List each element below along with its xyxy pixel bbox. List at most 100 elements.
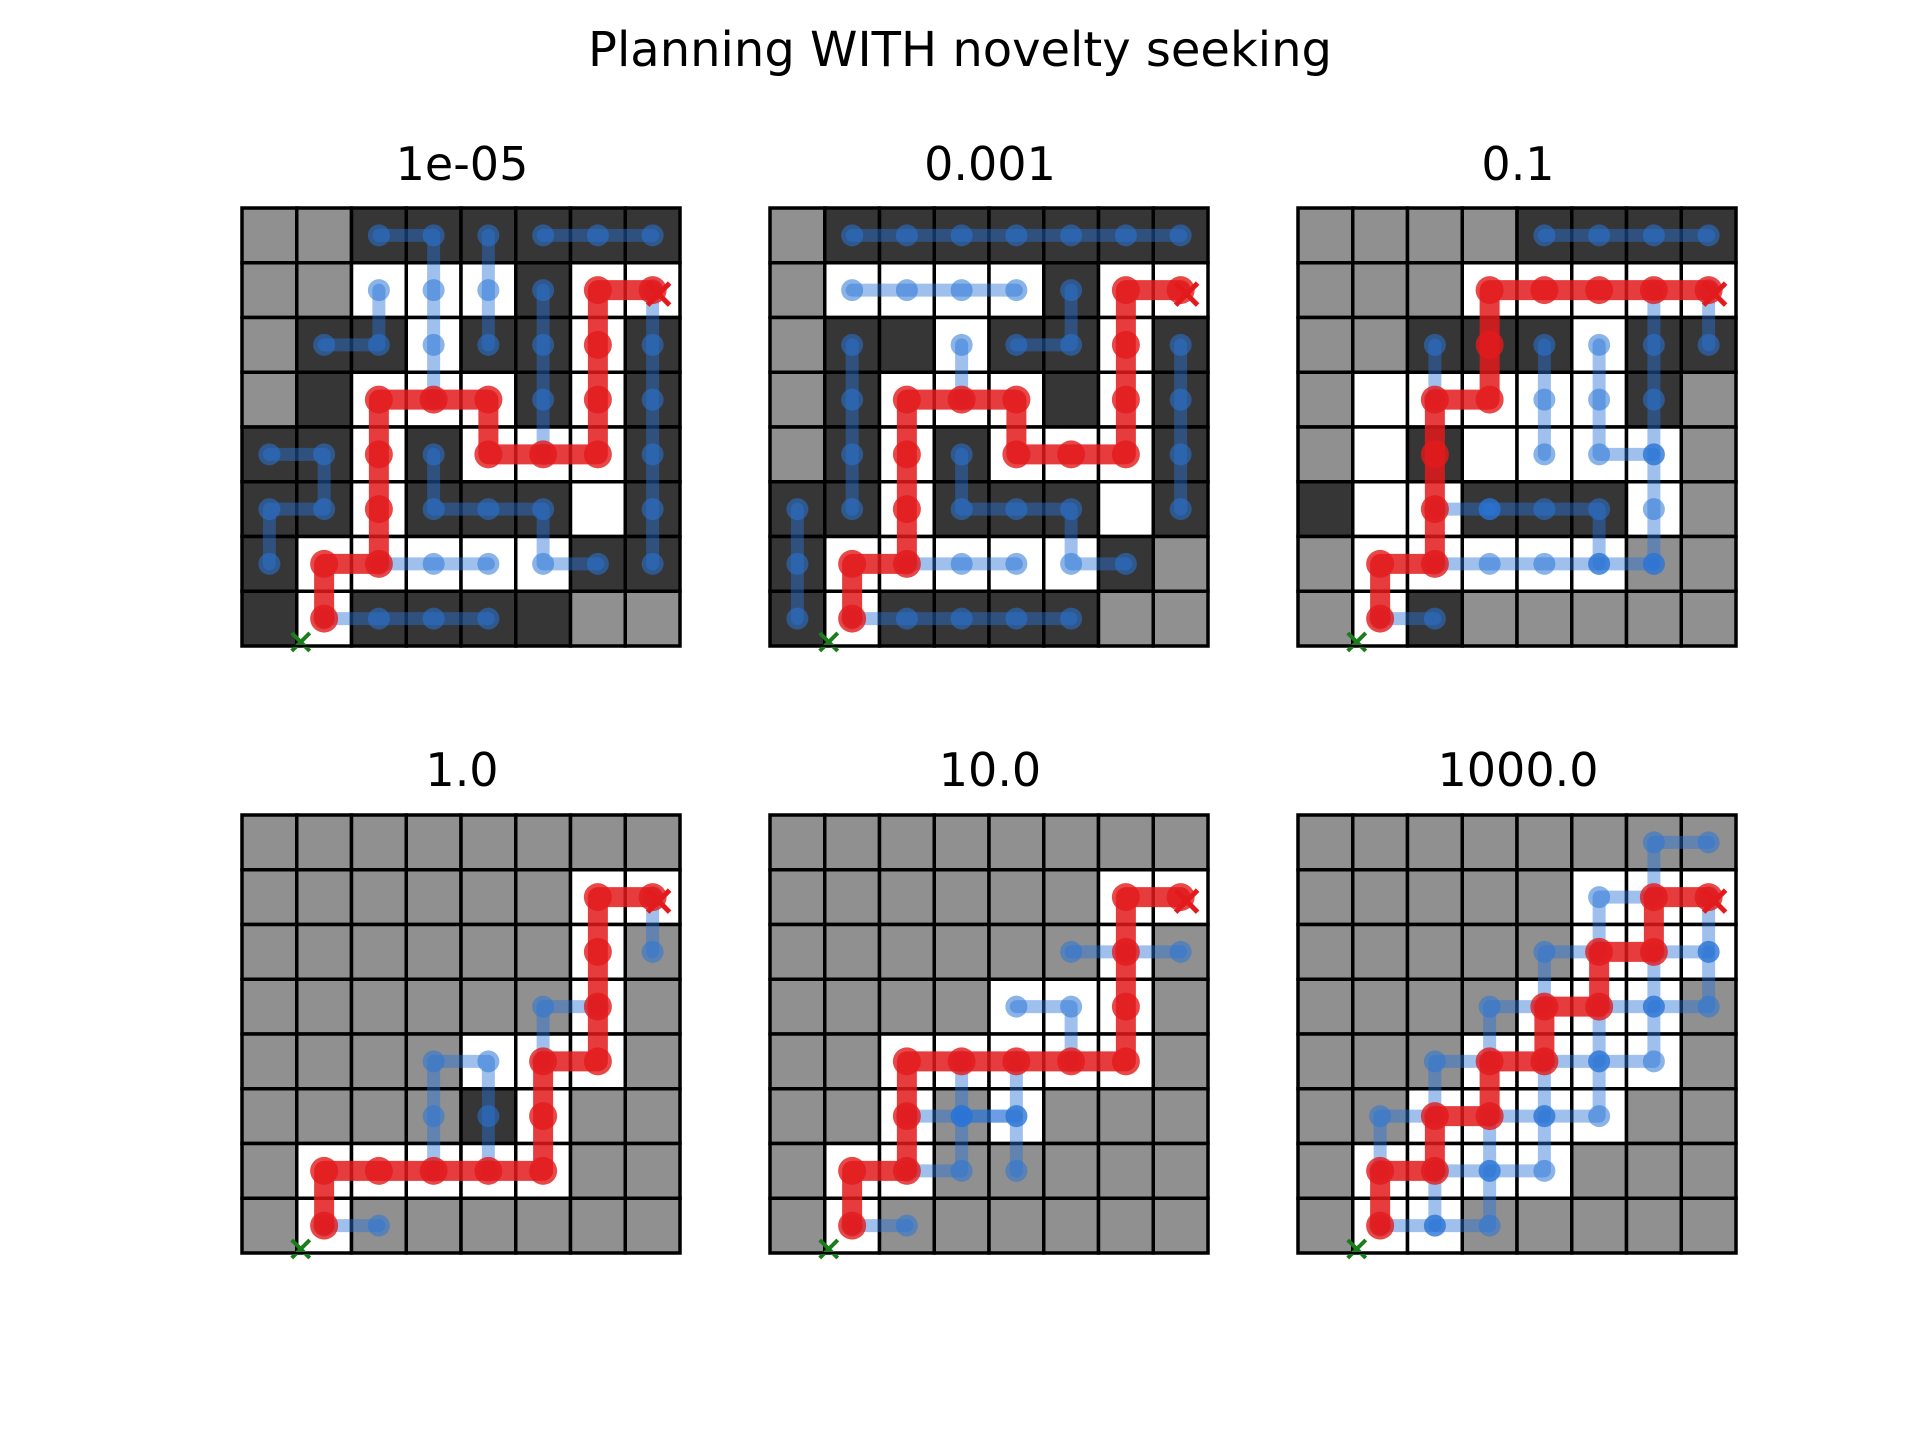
free-cell [1460, 425, 1519, 484]
final-path-node [419, 1156, 448, 1185]
unexplored-cell [768, 868, 827, 927]
explored-node [895, 279, 918, 302]
maze-panel-3 [1296, 206, 1738, 653]
unexplored-cell [1042, 1196, 1101, 1255]
unexplored-cell [932, 868, 991, 927]
final-path-node [364, 495, 393, 524]
explored-node [1478, 1159, 1501, 1182]
unexplored-cell [1296, 425, 1355, 484]
explored-node [1169, 940, 1192, 963]
explored-node [1169, 333, 1192, 356]
unexplored-cell [1405, 868, 1464, 927]
panel-frame [241, 814, 681, 1254]
unexplored-cell [623, 1196, 682, 1255]
final-path-node [583, 440, 612, 469]
final-path-node [1057, 440, 1086, 469]
explored-node [786, 607, 809, 630]
unexplored-cell [823, 813, 882, 872]
unexplored-cell [768, 261, 827, 320]
unexplored-cell [459, 977, 518, 1036]
unexplored-cell [568, 1196, 627, 1255]
panel-title-4: 1.0 [425, 743, 499, 797]
explored-node [1588, 886, 1611, 909]
unexplored-cell [623, 1087, 682, 1146]
unexplored-cell [459, 922, 518, 981]
unexplored-cell [1570, 1141, 1629, 1200]
start-marker [818, 1238, 840, 1260]
explored-node [950, 1159, 973, 1182]
explored-node [641, 333, 664, 356]
free-cell [1460, 534, 1519, 593]
unexplored-cell [295, 922, 354, 981]
unexplored-cell [1460, 922, 1519, 981]
final-path-node [838, 549, 867, 578]
unexplored-cell [349, 1032, 408, 1091]
explored-node [1642, 498, 1665, 521]
final-path-node [310, 549, 339, 578]
explored-node [1060, 333, 1083, 356]
explored-node [1060, 279, 1083, 302]
explored-node [895, 1214, 918, 1237]
explored-node [477, 552, 500, 575]
unexplored-cell [295, 1032, 354, 1091]
unexplored-cell [1151, 1087, 1210, 1146]
unexplored-cell [623, 977, 682, 1036]
explored-node [1114, 224, 1137, 247]
unexplored-cell [1515, 1196, 1574, 1255]
unexplored-cell [623, 589, 682, 648]
final-path-node [1002, 440, 1031, 469]
explored-node [1005, 1159, 1028, 1182]
explored-node [258, 498, 281, 521]
explored-node [367, 279, 390, 302]
unexplored-cell [1405, 922, 1464, 981]
start-marker [818, 631, 840, 653]
explored-node [1169, 498, 1192, 521]
explored-node [1697, 940, 1720, 963]
explored-node [1369, 1105, 1392, 1128]
final-path-node [583, 937, 612, 966]
explored-node [1005, 995, 1028, 1018]
explored-node [1060, 498, 1083, 521]
explored-node [1588, 552, 1611, 575]
final-path-node [892, 549, 921, 578]
unexplored-cell [404, 1087, 463, 1146]
unexplored-cell [514, 922, 573, 981]
goal-marker [1173, 281, 1200, 307]
wall-cell [877, 589, 936, 648]
unexplored-cell [877, 977, 936, 1036]
unexplored-cell [1096, 813, 1155, 872]
unexplored-cell [295, 977, 354, 1036]
unexplored-cell [404, 922, 463, 981]
unexplored-cell [1405, 261, 1464, 320]
explored-node [841, 279, 864, 302]
explored-node [841, 388, 864, 411]
explored-node [477, 607, 500, 630]
unexplored-cell [295, 261, 354, 320]
unexplored-cell [240, 868, 299, 927]
panel-frame [769, 814, 1209, 1254]
explored-node [532, 224, 555, 247]
final-path-node [1420, 495, 1449, 524]
unexplored-cell [768, 1141, 827, 1200]
unexplored-cell [1679, 1141, 1738, 1200]
panel-frame [1297, 207, 1737, 647]
unexplored-cell [1351, 315, 1410, 374]
goal-marker [645, 888, 672, 914]
explored-node [1060, 607, 1083, 630]
unexplored-cell [240, 922, 299, 981]
explored-node [1169, 224, 1192, 247]
panel-frame [241, 207, 681, 647]
unexplored-cell [1296, 1032, 1355, 1091]
unexplored-cell [987, 868, 1046, 927]
unexplored-cell [932, 813, 991, 872]
unexplored-cell [877, 813, 936, 872]
final-path-node [1111, 1047, 1140, 1076]
final-path-node [1585, 992, 1614, 1021]
maze-panel-5 [768, 813, 1210, 1260]
unexplored-cell [240, 206, 299, 265]
final-path-node [474, 385, 503, 414]
final-path-node [892, 385, 921, 414]
final-path-node [529, 440, 558, 469]
final-path-node [474, 1156, 503, 1185]
